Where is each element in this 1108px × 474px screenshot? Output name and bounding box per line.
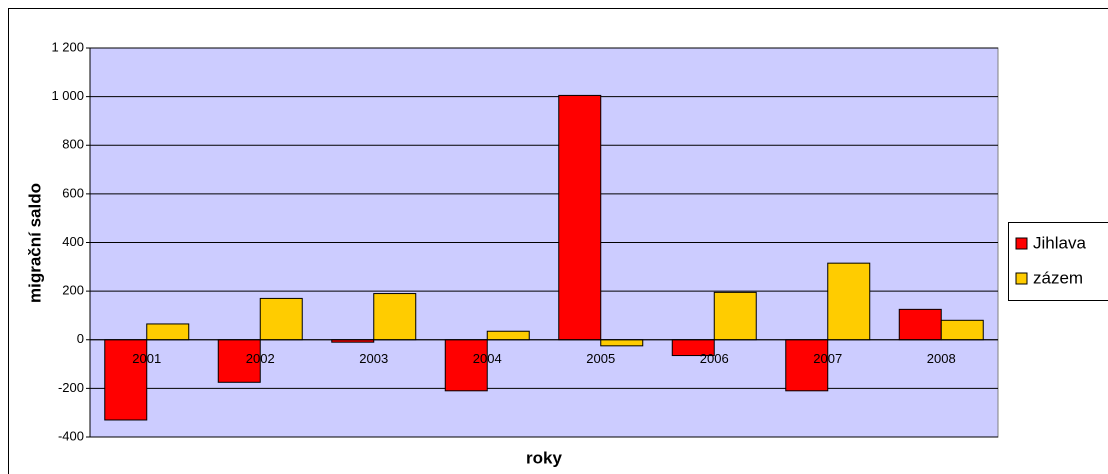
y-tick-label: -200 — [58, 380, 84, 395]
bar — [486, 330, 530, 341]
y-tick-label: 400 — [62, 234, 84, 249]
legend — [1008, 222, 1108, 301]
y-tick-label: 800 — [62, 137, 84, 152]
x-tick-label: 2008 — [927, 351, 956, 366]
bar — [827, 262, 871, 341]
y-tick-label: 200 — [62, 283, 84, 298]
y-tick-label: 1 000 — [51, 88, 84, 103]
x-axis-title: roky — [526, 448, 562, 467]
bar — [259, 297, 303, 341]
y-tick-label: 1 200 — [51, 39, 84, 54]
x-tick-label: 2006 — [700, 351, 729, 366]
y-axis-title: migrační saldo — [25, 183, 44, 303]
legend-label: Jihlava — [1033, 233, 1086, 252]
bar — [785, 339, 829, 392]
bar — [146, 323, 190, 341]
y-tick-label: -400 — [58, 428, 84, 443]
bar — [940, 319, 984, 341]
bar — [373, 293, 417, 341]
bar — [898, 308, 942, 341]
y-tick-label: 600 — [62, 185, 84, 200]
x-tick-label: 2004 — [473, 351, 502, 366]
x-tick-label: 2002 — [246, 351, 275, 366]
x-tick-label: 2005 — [586, 351, 615, 366]
x-tick-label: 2007 — [813, 351, 842, 366]
x-tick-label: 2001 — [132, 351, 161, 366]
x-tick-label: 2003 — [359, 351, 388, 366]
legend-label: zázem — [1033, 268, 1083, 287]
bar — [104, 339, 148, 421]
y-tick-label: 0 — [77, 331, 84, 346]
bar — [217, 339, 261, 383]
bar — [600, 339, 644, 347]
bar — [558, 94, 602, 341]
legend-swatch — [1015, 237, 1028, 250]
legend-swatch — [1015, 272, 1028, 285]
bar — [713, 291, 757, 341]
